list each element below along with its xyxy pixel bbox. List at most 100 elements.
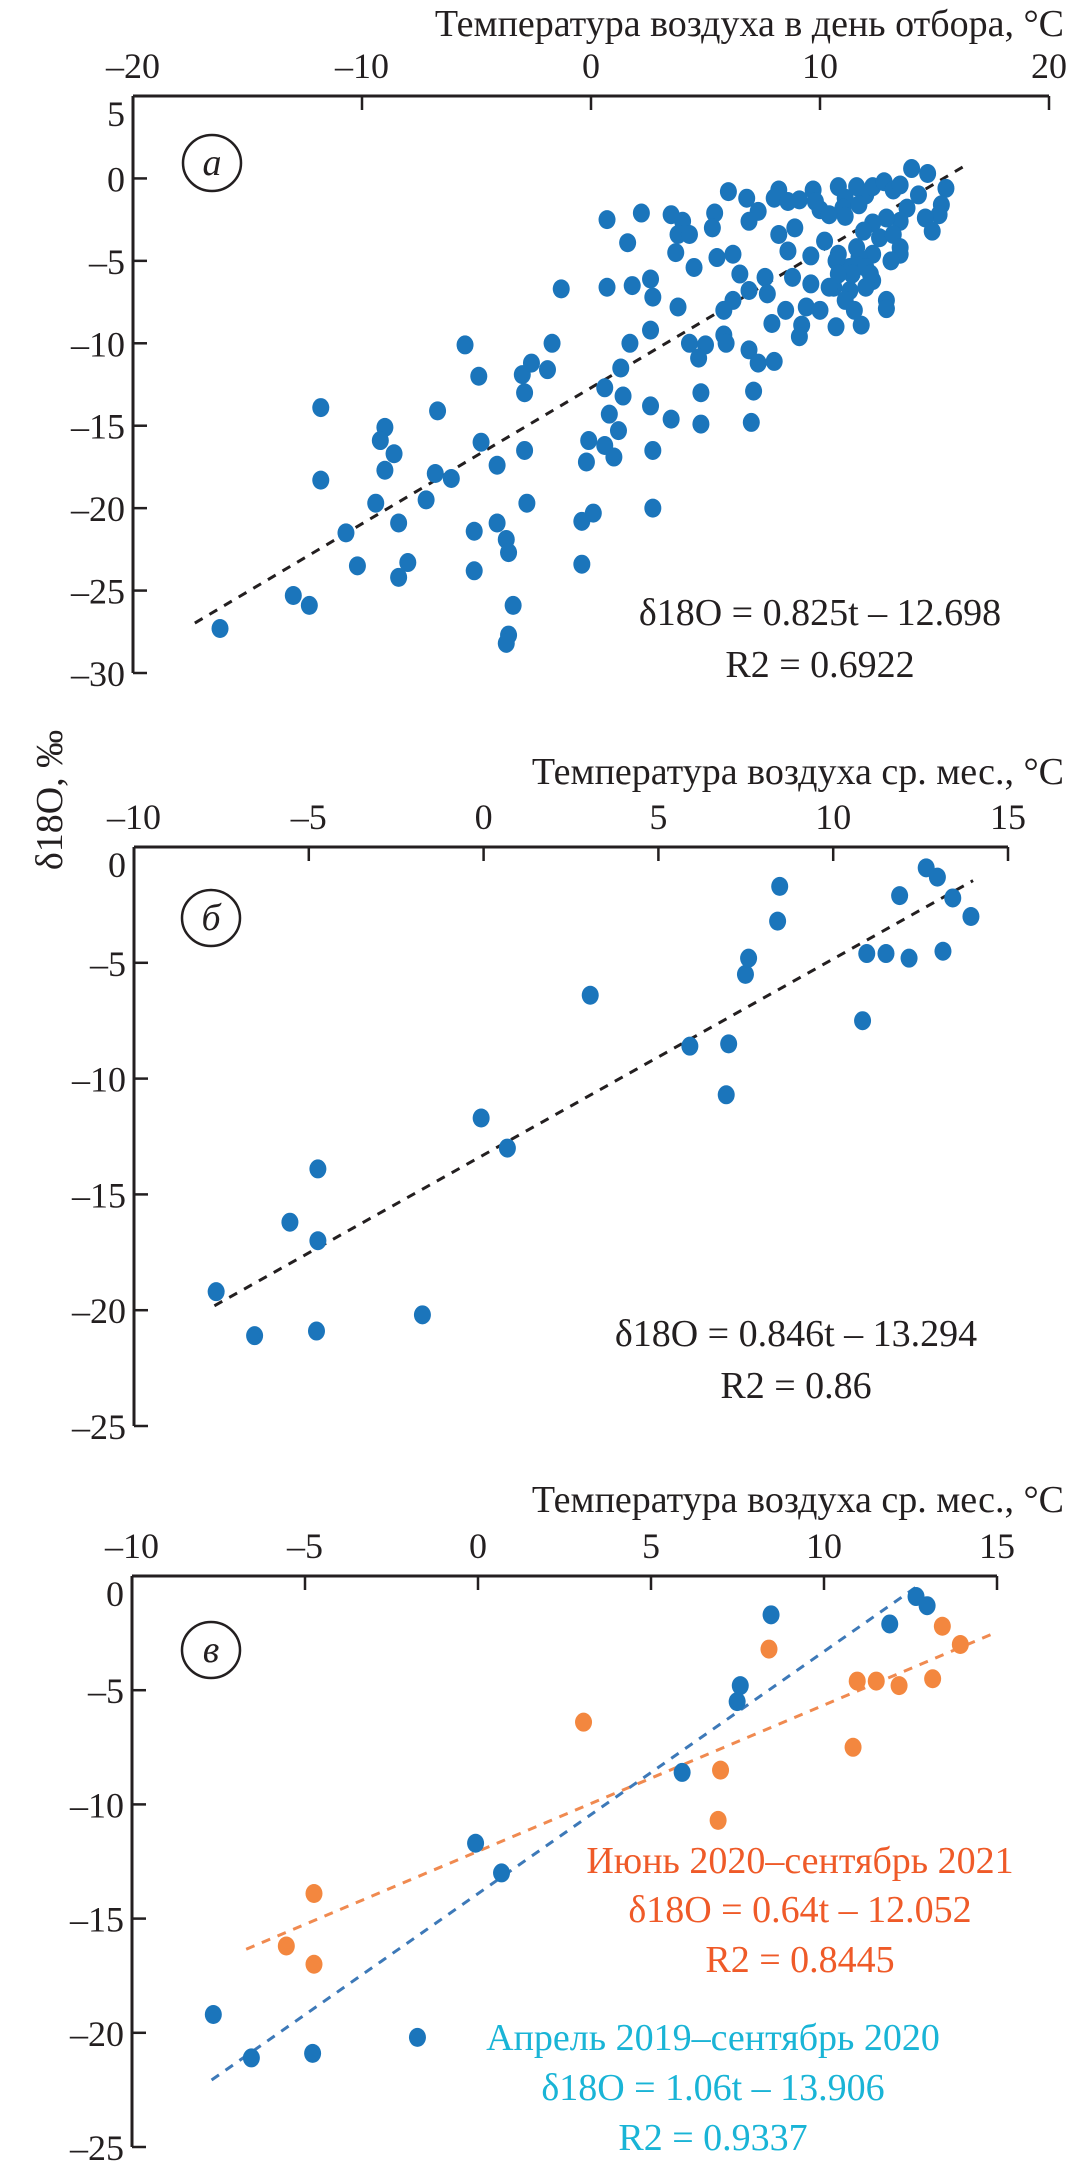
data-point (802, 246, 820, 266)
data-point (456, 335, 474, 355)
x-tick-label: –10 (104, 1526, 159, 1566)
equation-annotation: δ18O = 0.64t – 12.052 (628, 1889, 971, 1931)
data-point (642, 396, 660, 416)
data-point (790, 190, 808, 210)
data-point (829, 264, 847, 284)
data-point (673, 1762, 691, 1782)
data-point (891, 886, 909, 906)
y-tick-label: –10 (69, 1785, 124, 1825)
y-tick-label: –10 (71, 1060, 126, 1100)
equation-annotation: Апрель 2019–сентябрь 2020 (486, 2017, 940, 2059)
data-point (692, 383, 710, 403)
data-point (820, 277, 838, 297)
data-point (685, 257, 703, 277)
trendline (194, 162, 970, 625)
y-tick-label: –5 (87, 1671, 124, 1711)
data-point (312, 398, 330, 418)
data-point (845, 300, 863, 320)
data-point (790, 327, 808, 347)
data-point (642, 320, 660, 340)
data-point (854, 1011, 872, 1031)
y-tick-label: 0 (106, 1574, 124, 1614)
data-point (284, 586, 302, 606)
data-point (867, 1671, 885, 1691)
series (277, 1616, 969, 1974)
data-point (680, 224, 698, 244)
data-point (736, 964, 754, 984)
data-point (777, 300, 795, 320)
y-axis-label: δ18O, ‰ (29, 730, 71, 870)
equation-annotation: δ18O = 0.825t – 12.698 (639, 592, 1001, 634)
data-point (882, 251, 900, 271)
data-point (472, 1108, 490, 1128)
data-point (304, 2043, 322, 2063)
data-point (667, 243, 685, 263)
data-point (309, 1231, 327, 1251)
y-tick-label: –15 (70, 407, 125, 447)
panel-label-circle (181, 133, 243, 193)
data-point (413, 1305, 431, 1325)
x-tick-label: 10 (802, 46, 838, 86)
x-axis-title: Температура воздуха ср. мес., °C (532, 1479, 1064, 1521)
data-point (305, 1883, 323, 1903)
panel-label: а (203, 142, 222, 184)
data-point (877, 299, 895, 319)
data-point (621, 333, 639, 353)
trendline (213, 879, 974, 1308)
data-point (871, 228, 889, 248)
data-point (850, 195, 868, 215)
data-point (348, 556, 366, 576)
data-point (504, 595, 522, 615)
data-point (771, 876, 789, 896)
data-point (211, 618, 229, 638)
data-point (717, 333, 735, 353)
x-tick-label: 0 (582, 46, 600, 86)
data-point (848, 238, 866, 258)
data-point (962, 906, 980, 926)
data-point (844, 1737, 862, 1757)
data-point (770, 224, 788, 244)
data-point (763, 314, 781, 334)
x-tick-label: 20 (1031, 46, 1067, 86)
data-point (662, 409, 680, 429)
data-point (706, 203, 724, 223)
data-point (930, 205, 948, 225)
y-tick-label: –15 (71, 1175, 126, 1215)
data-point (928, 867, 946, 887)
data-point (538, 360, 556, 380)
panel-б: –10 –5 0 5 10 15 0 –5 –10 –15 –20 –25 Температура во… (71, 751, 1064, 1447)
data-point (573, 554, 591, 574)
data-point (719, 182, 737, 202)
x-tick-label: –20 (105, 46, 160, 86)
data-point (933, 1616, 951, 1636)
data-point (605, 447, 623, 467)
data-point (836, 206, 854, 226)
data-point (522, 353, 540, 373)
equation-annotation: δ18O = 0.846t – 13.294 (615, 1313, 977, 1355)
data-point (731, 1676, 749, 1696)
data-point (376, 460, 394, 480)
data-point (786, 218, 804, 238)
data-point (709, 1810, 727, 1830)
data-point (760, 1639, 778, 1659)
data-point (207, 1282, 225, 1302)
data-point (923, 221, 941, 241)
data-point (749, 353, 767, 373)
x-tick-label: 0 (469, 1526, 487, 1566)
data-point (580, 431, 598, 451)
data-point (881, 1614, 899, 1634)
data-point (598, 210, 616, 230)
x-tick-label: 15 (979, 1526, 1015, 1566)
data-point (408, 2027, 426, 2047)
y-tick-label: –20 (71, 1291, 126, 1331)
data-point (924, 1669, 942, 1689)
data-point (581, 985, 599, 1005)
data-point (848, 1671, 866, 1691)
equation-annotation: δ18O = 1.06t – 13.906 (541, 2067, 884, 2109)
data-point (465, 561, 483, 581)
data-point (909, 185, 927, 205)
data-point (577, 452, 595, 472)
equation-annotation: R2 = 0.86 (720, 1365, 871, 1407)
data-point (644, 287, 662, 307)
data-point (669, 297, 687, 317)
